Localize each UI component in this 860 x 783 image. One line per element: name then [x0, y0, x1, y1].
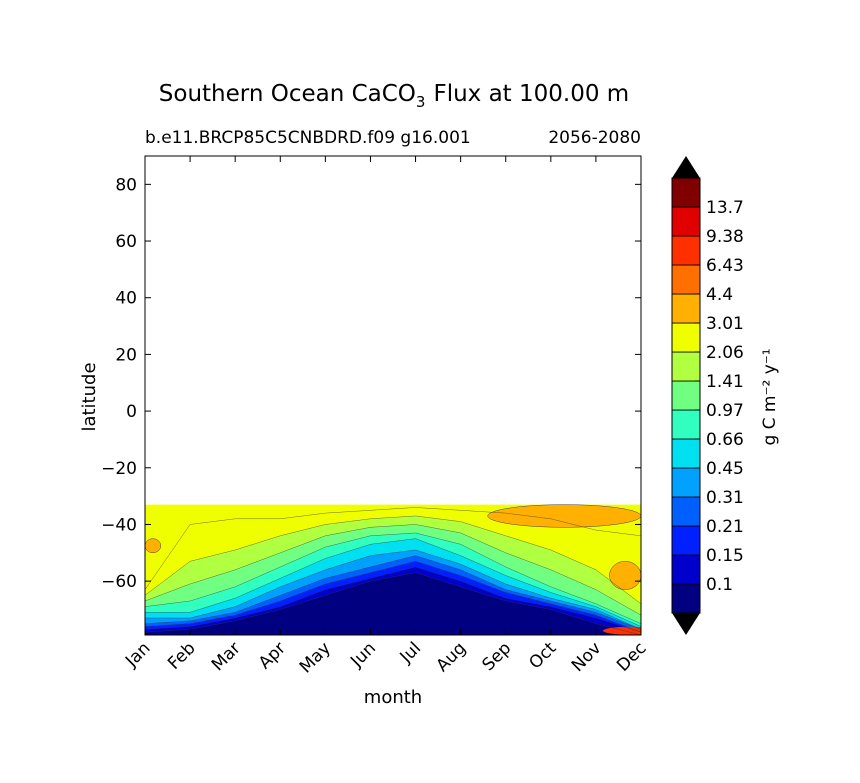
y-tick-label: 20 [115, 345, 137, 365]
colorbar-tick-label: 6.43 [706, 256, 744, 276]
contour-line [145, 538, 641, 627]
colorbar-swatch [671, 409, 701, 440]
chart-title-suffix: Flux at 100.00 m [433, 81, 629, 107]
colorbar-label: g C m⁻² y⁻¹ [760, 348, 780, 445]
x-tick-label: Feb [164, 638, 199, 673]
contour-line [145, 524, 641, 616]
colorbar-tick-label: 0.21 [706, 517, 744, 537]
y-axis: 80 60 40 20 0 −20 −40 −60 [101, 175, 641, 592]
contour-patch-high [603, 626, 641, 635]
subtitle-years: 2056-2080 [548, 128, 641, 148]
y-axis-label: latitude [79, 362, 100, 431]
colorbar-swatch [671, 351, 701, 382]
contour-line [145, 561, 641, 633]
chart-title-prefix: Southern Ocean CaCO [159, 81, 416, 107]
colorbar-tick-label: 0.31 [706, 488, 744, 508]
contour-patch [487, 504, 641, 528]
colorbar-tick-label: 0.97 [706, 401, 744, 421]
colorbar-tick-label: 2.06 [706, 343, 744, 363]
x-tick-label: Dec [613, 638, 650, 675]
colorbar-swatch [671, 177, 701, 208]
x-tick-label: Jan [121, 638, 154, 671]
contour-patch [609, 561, 641, 590]
colorbar-swatch [671, 438, 701, 469]
y-tick-label: 40 [115, 289, 137, 309]
y-tick-label: −40 [101, 515, 137, 535]
colorbar-swatch [671, 235, 701, 266]
colorbar-tick-label: 0.1 [706, 575, 733, 595]
contour-line [145, 532, 641, 624]
colorbar-swatch [671, 525, 701, 556]
contour-line [145, 507, 641, 590]
colorbar-swatch [671, 293, 701, 324]
contour-lines [145, 507, 641, 635]
colorbar-swatch [671, 554, 701, 585]
contour-line [145, 549, 641, 630]
colorbar-swatch [671, 322, 701, 353]
colorbar-tick-label: 13.7 [706, 198, 744, 218]
contour-fill [145, 504, 641, 635]
contour-line [145, 515, 641, 605]
x-tick-label: Sep [478, 638, 515, 675]
colorbar-tick-label: 9.38 [706, 227, 744, 247]
colorbar-swatch [671, 264, 701, 295]
contour-patch [145, 538, 162, 554]
x-tick-label: Jun [346, 638, 380, 672]
subtitle-case: b.e11.BRCP85C5CNBDRD.f09 g16.001 [145, 128, 471, 148]
x-tick-label: Mar [208, 638, 245, 675]
x-tick-label: Oct [525, 638, 560, 673]
colorbar-max-arrow [672, 156, 700, 178]
chart-title: Southern Ocean CaCO3 Flux at 100.00 m [159, 81, 629, 111]
contour-band [145, 572, 641, 635]
x-tick-label: Apr [255, 638, 290, 673]
x-tick-label: Jul [396, 638, 425, 667]
y-tick-label: −20 [101, 459, 137, 479]
colorbar-tick-label: 4.4 [706, 285, 733, 305]
y-tick-label: 60 [115, 232, 137, 252]
x-tick-label: Nov [568, 638, 606, 676]
x-axis-label: month [364, 687, 422, 708]
x-tick-label: May [296, 638, 335, 677]
chart-title-subscript: 3 [416, 93, 426, 111]
colorbar-swatch [671, 380, 701, 411]
contour-line [145, 555, 641, 630]
contour-line [145, 566, 641, 633]
colorbar-swatch [671, 206, 701, 237]
y-tick-label: −60 [101, 572, 137, 592]
x-tick-label: Aug [433, 638, 471, 676]
colorbar-tick-label: 0.66 [706, 430, 744, 450]
plot-frame [144, 155, 642, 636]
colorbar-tick-label: 3.01 [706, 314, 744, 334]
colorbar-tick-label: 0.45 [706, 459, 744, 479]
colorbar-tick-label: 0.15 [706, 546, 744, 566]
colorbar-tick-label: 1.41 [706, 372, 744, 392]
y-tick-label: 0 [126, 402, 137, 422]
colorbar-swatch [671, 583, 701, 614]
contour-line [145, 572, 641, 635]
colorbar-min-arrow [672, 613, 700, 635]
colorbar: 0.1 0.15 0.21 0.31 0.45 0.66 0.97 1.41 2.06 3.01 4… [671, 156, 744, 635]
y-tick-label: 80 [115, 175, 137, 195]
colorbar-swatch [671, 496, 701, 527]
colorbar-swatch [671, 467, 701, 498]
colorbar-frame [671, 177, 701, 614]
